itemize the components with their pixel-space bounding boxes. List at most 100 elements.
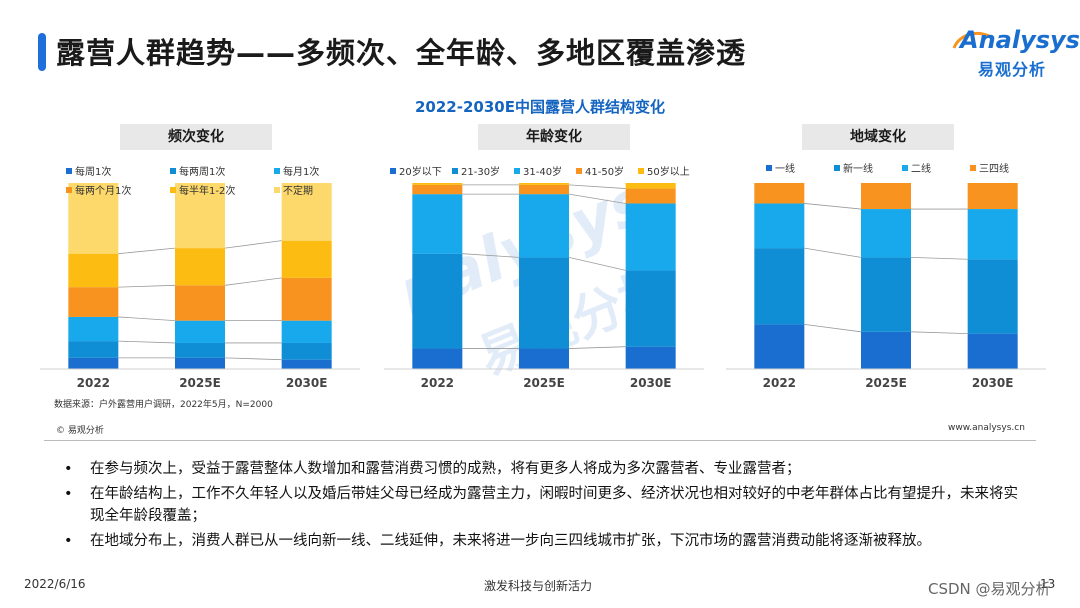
bar-segment <box>861 183 911 210</box>
bullet-marker: • <box>64 461 73 477</box>
legend-label: 一线 <box>775 162 795 175</box>
bar-segment <box>625 346 676 369</box>
bullet-text: 在参与频次上，受益于露营整体人数增加和露营消费习惯的成熟，将有更多人将成为多次露… <box>90 461 801 477</box>
bar-segment <box>519 348 569 369</box>
bar-segment <box>175 342 225 358</box>
series-connector-line <box>568 184 626 189</box>
legend-label: 每周1次 <box>75 165 111 178</box>
legend-label: 不定期 <box>283 184 313 197</box>
bar-segment <box>861 257 911 332</box>
bullet-text: 在年龄结构上，工作不久年轻人以及婚后带娃父母已经成为露营主力，闲暇时间更多、经济… <box>90 486 1018 524</box>
legend-swatch <box>638 168 644 174</box>
bar-segment <box>967 183 1018 210</box>
x-tick-label: 2025E <box>523 376 565 390</box>
bar-segment <box>625 203 676 271</box>
series-connector-line <box>568 257 626 271</box>
legend-label: 41-50岁 <box>585 165 624 178</box>
panel-title-age: 年龄变化 <box>478 124 630 150</box>
bar-segment <box>412 194 463 254</box>
bar-segment <box>412 183 463 185</box>
legend-label: 20岁以下 <box>399 165 442 178</box>
legend-swatch <box>970 165 976 171</box>
bar-segment <box>754 324 805 369</box>
legend-label: 50岁以上 <box>647 165 690 178</box>
legend-label: 31-40岁 <box>523 165 562 178</box>
series-connector-line <box>804 203 862 210</box>
bar-segment <box>175 357 225 369</box>
bar-segment <box>175 248 225 286</box>
bar-segment <box>281 320 332 343</box>
insight-bullets: • 在参与频次上，受益于露营整体人数增加和露营消费习惯的成熟，将有更多人将成为多次… <box>60 458 1020 555</box>
legend-swatch <box>66 168 72 174</box>
bullet-marker: • <box>64 533 73 549</box>
logo-text-zh: 易观分析 <box>978 60 1047 79</box>
panel-title-region: 地域变化 <box>802 124 954 150</box>
bar-segment <box>967 333 1018 369</box>
bar-segment <box>967 209 1018 260</box>
series-connector-line <box>804 247 862 258</box>
divider <box>44 440 1036 441</box>
website-link[interactable]: www.analysys.cn <box>948 423 1025 433</box>
bar-segment <box>68 341 119 358</box>
bar-segment <box>861 209 911 258</box>
bullet-item: • 在地域分布上，消费人群已从一线向新一线、二线延伸，未来将进一步向三四线城市扩张… <box>60 530 1020 552</box>
series-connector-line <box>568 193 626 204</box>
footer-slogan: 激发科技与创新活力 <box>484 579 593 593</box>
title-accent-bar <box>38 33 46 71</box>
data-source-note: 数据来源：户外露营用户调研，2022年5月，N=2000 <box>54 400 273 410</box>
legend-swatch <box>902 165 908 171</box>
bar-segment <box>625 183 676 189</box>
series-connector-line <box>118 247 176 255</box>
x-tick-label: 2025E <box>179 376 221 390</box>
bar-segment <box>412 184 463 195</box>
bar-segment <box>281 277 332 321</box>
legend-label: 三四线 <box>979 162 1009 175</box>
bar-segment <box>625 188 676 204</box>
legend-swatch <box>514 168 520 174</box>
legend-label: 21-30岁 <box>461 165 500 178</box>
legend-swatch <box>274 168 280 174</box>
logo-swoosh-icon <box>952 31 993 49</box>
legend-label: 每两个月1次 <box>75 184 131 197</box>
bar-segment <box>754 183 805 204</box>
legend-swatch <box>766 165 772 171</box>
page-title: 露营人群趋势——多频次、全年龄、多地区覆盖渗透 <box>56 36 747 70</box>
bar-segment <box>519 257 569 349</box>
x-tick-label: 2030E <box>286 376 328 390</box>
bullet-item: • 在参与频次上，受益于露营整体人数增加和露营消费习惯的成熟，将有更多人将成为多次… <box>60 458 1020 480</box>
series-connector-line <box>224 357 282 361</box>
panel-title-frequency: 频次变化 <box>120 124 272 150</box>
series-connector-line <box>910 257 968 260</box>
bar-segment <box>625 270 676 347</box>
legend-label: 每两周1次 <box>179 165 225 178</box>
x-tick-label: 2030E <box>972 376 1014 390</box>
series-connector-line <box>804 323 862 333</box>
logo-text-en: Analysys <box>960 26 1080 54</box>
bar-segment <box>861 331 911 369</box>
legend-swatch <box>170 187 176 193</box>
legend-label: 二线 <box>911 162 931 175</box>
series-connector-line <box>118 284 176 288</box>
bar-segment <box>175 320 225 343</box>
legend-label: 每半年1-2次 <box>179 184 235 197</box>
legend-swatch <box>834 165 840 171</box>
copyright-note: © 易观分析 <box>56 426 104 436</box>
bullet-marker: • <box>64 486 73 502</box>
bar-segment <box>281 240 332 278</box>
bar-segment <box>519 183 569 185</box>
legend-swatch <box>66 187 72 193</box>
bar-segment <box>281 342 332 360</box>
legend-label: 新一线 <box>843 162 873 175</box>
csdn-watermark: CSDN @易观分析 <box>928 580 1051 598</box>
bar-segment <box>68 287 119 317</box>
bar-segment <box>175 285 225 321</box>
series-connector-line <box>462 253 520 258</box>
bar-segment <box>281 359 332 369</box>
series-connector-line <box>910 331 968 335</box>
legend-swatch <box>170 168 176 174</box>
bar-segment <box>754 248 805 325</box>
chart-main-title: 2022-2030E中国露营人群结构变化 <box>415 98 665 116</box>
x-tick-label: 2030E <box>630 376 672 390</box>
legend-swatch <box>390 168 396 174</box>
